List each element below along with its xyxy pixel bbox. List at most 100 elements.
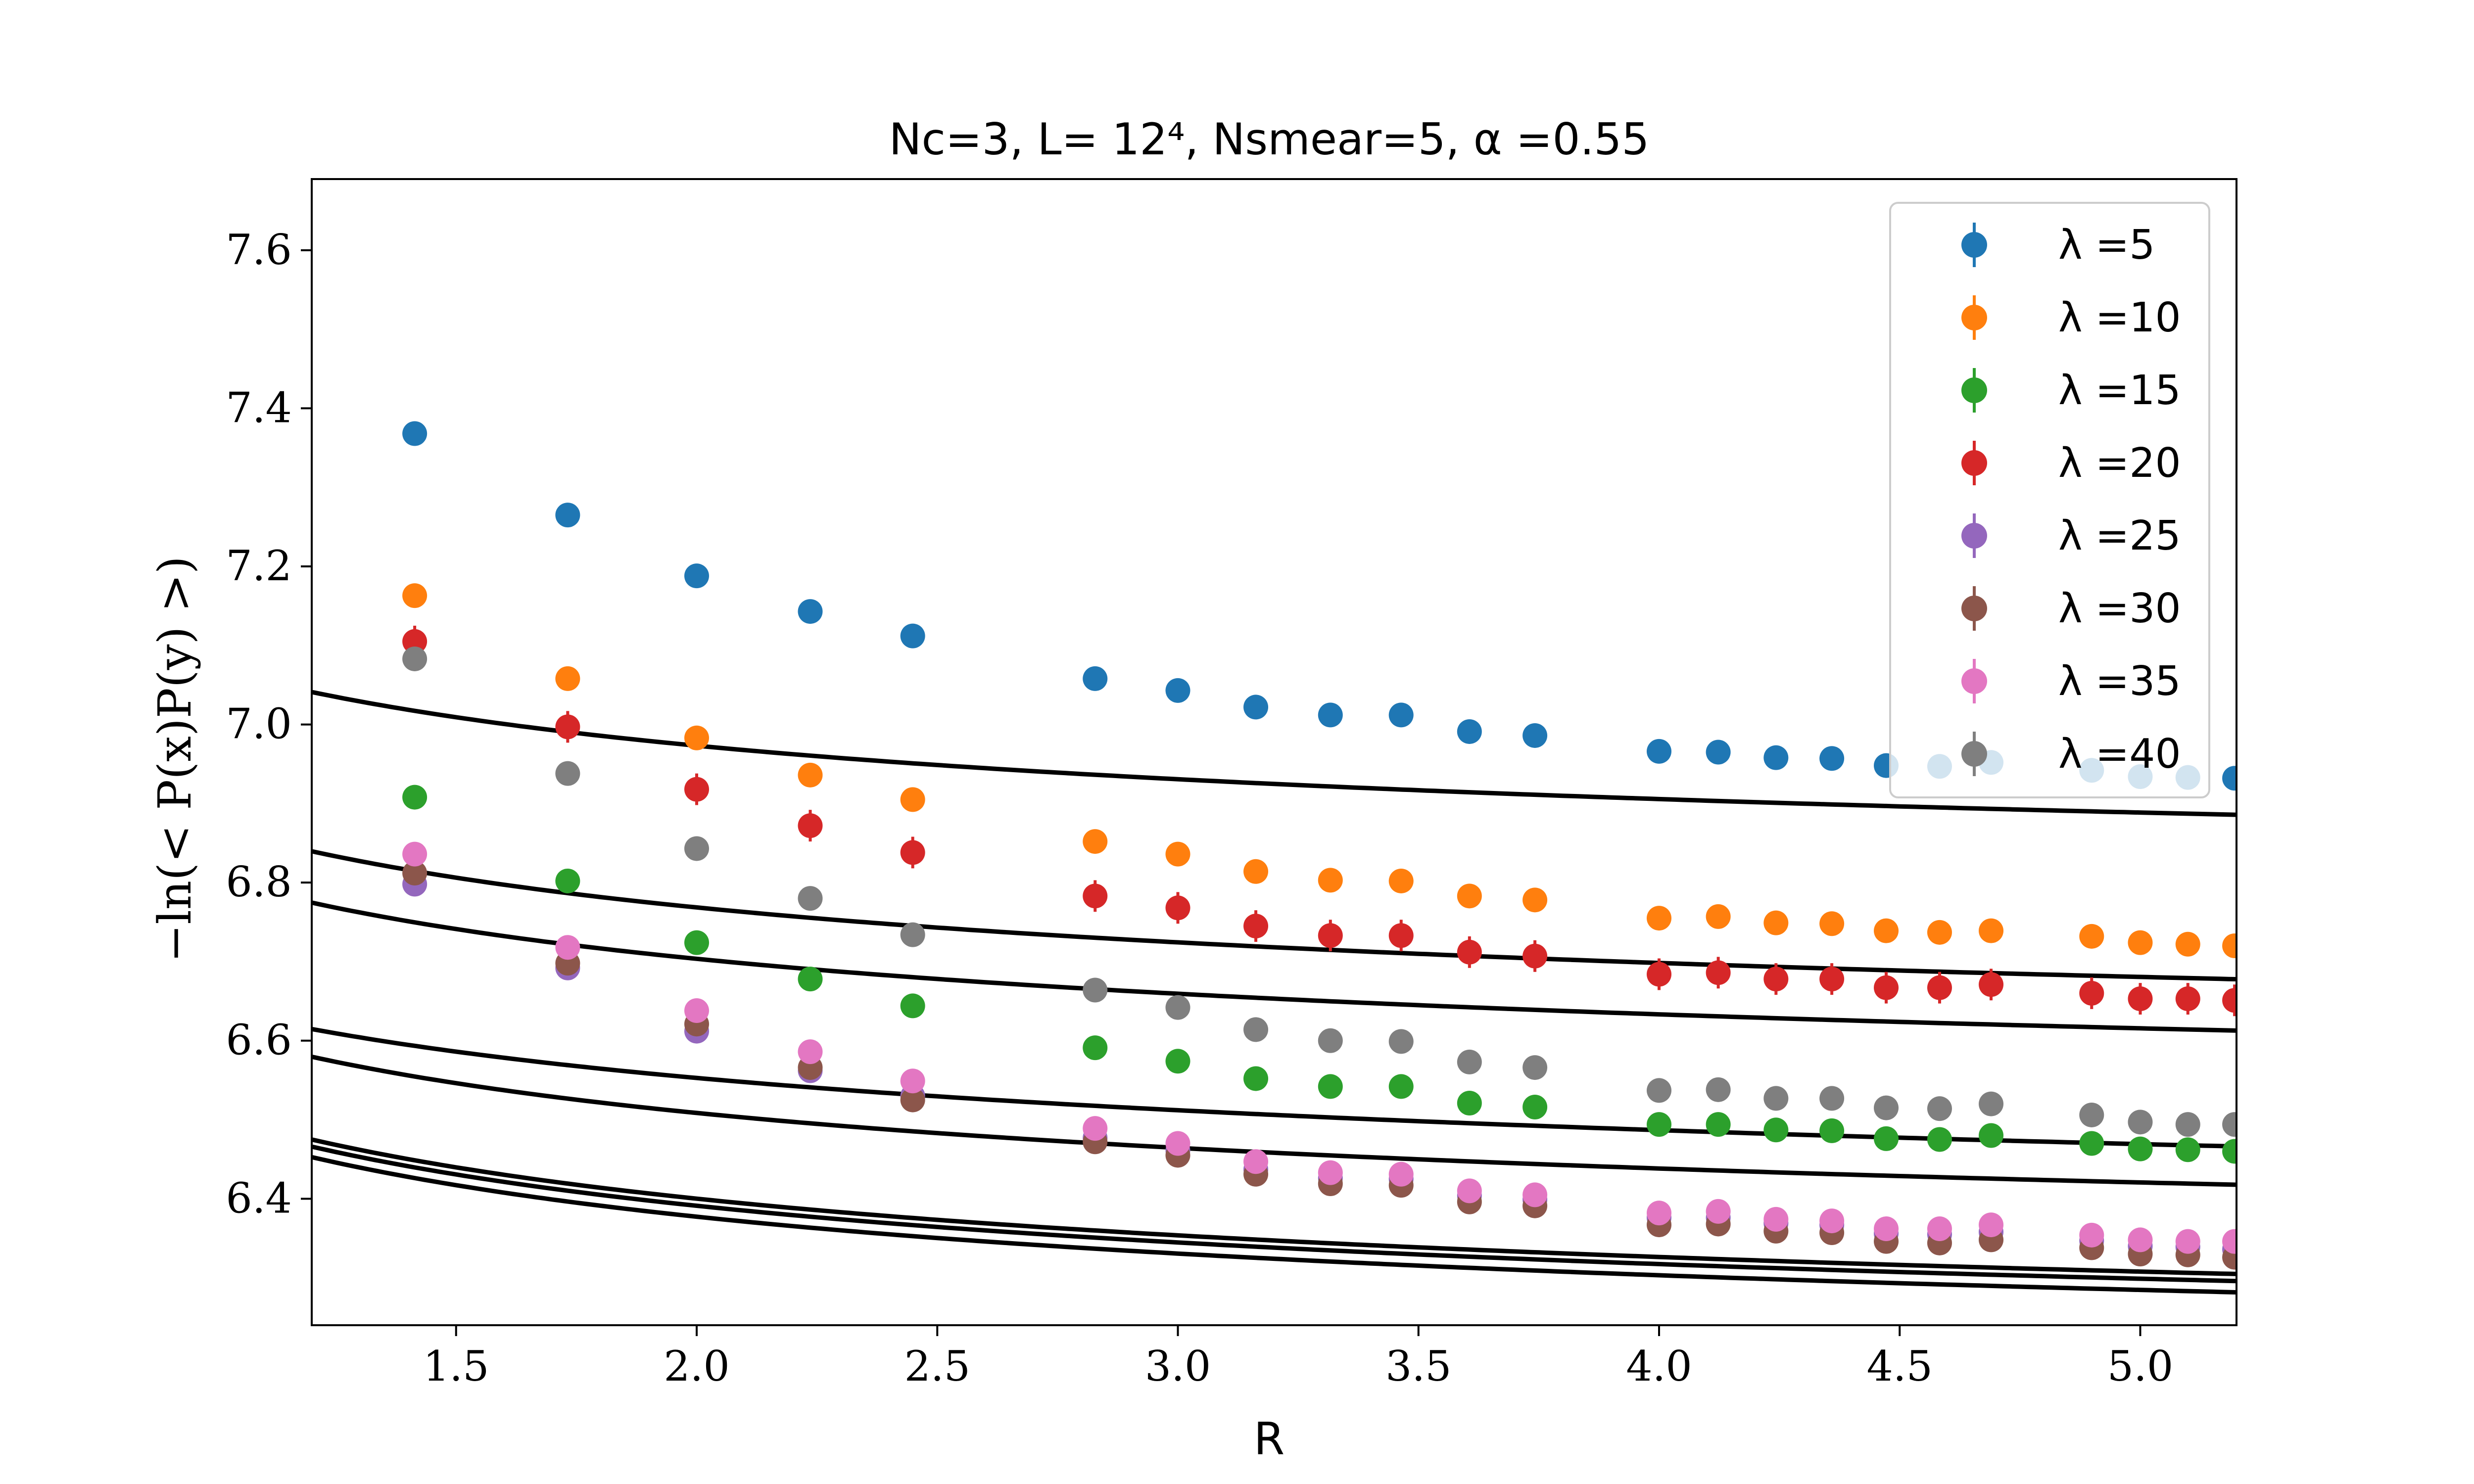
data-point [2079,924,2104,949]
data-point [1819,967,1845,992]
data-point [900,922,925,947]
legend-marker [1961,305,1987,330]
data-point [1522,723,1548,748]
data-point [1706,960,1731,985]
data-point [1874,1126,1899,1151]
x-tick-label: 2.5 [904,1342,970,1391]
data-point [1647,739,1671,764]
legend-label: λ =40 [2058,731,2181,778]
data-point [900,1068,925,1094]
data-point [1388,868,1414,893]
data-point [1819,1208,1845,1234]
x-axis-ticks: 1.5 2.0 2.5 3.0 3.5 4.0 4.5 5.0 [423,1325,2173,1391]
data-point [684,930,709,955]
y-axis-ticks: 6.4 6.6 6.8 7.0 7.2 7.4 7.6 [226,226,312,1222]
y-tick-label: 6.4 [226,1174,292,1222]
data-point [1819,746,1845,771]
data-point [2222,933,2236,958]
data-point [1706,1077,1731,1102]
data-point [1083,1035,1108,1061]
legend-label: λ =15 [2058,367,2181,414]
data-point [684,777,709,802]
data-point [402,646,428,671]
data-point [1083,1116,1108,1141]
data-point [1388,1074,1414,1099]
data-point [2079,1102,2104,1127]
data-point [1927,1216,1952,1242]
data-point [402,785,428,810]
data-point [1457,1090,1482,1115]
data-point [1318,1028,1343,1053]
data-point [1647,906,1671,931]
data-point [1706,1112,1731,1137]
data-point [2128,930,2153,955]
data-point [684,998,709,1023]
data-point [1927,975,1952,1000]
fit-curve [312,1026,2236,1149]
data-point [900,993,925,1019]
x-tick-label: 3.0 [1145,1342,1211,1391]
data-point [1165,841,1190,867]
legend-label: λ =20 [2058,440,2181,487]
data-point [2222,1139,2236,1164]
data-point [1243,695,1269,720]
data-point [1243,859,1269,884]
data-point [1874,1216,1899,1242]
data-point [2128,1110,2153,1135]
x-axis-label: R [1254,1413,1285,1465]
data-point [2175,1137,2200,1162]
data-point [555,935,580,960]
data-point [1979,918,2004,943]
data-point [1706,904,1731,929]
y-tick-label: 7.2 [226,542,292,590]
x-tick-label: 4.0 [1626,1342,1692,1391]
data-point [1763,910,1789,935]
legend-label: λ =5 [2058,222,2155,269]
data-point [555,666,580,691]
data-point [798,967,823,992]
data-point [1522,1094,1548,1119]
data-point [798,813,823,838]
y-tick-label: 7.4 [226,383,292,432]
data-point [1763,967,1789,992]
data-series [402,583,2236,958]
data-point [1647,1201,1671,1226]
data-point [1165,1131,1190,1156]
legend-marker [1961,523,1987,549]
data-point [1457,1049,1482,1074]
x-tick-label: 2.0 [664,1342,730,1391]
data-point [1318,923,1343,948]
y-tick-label: 6.8 [226,858,292,906]
data-point [2175,986,2200,1012]
data-point [900,1087,925,1113]
data-point [555,761,580,786]
data-point [1874,975,1899,1000]
data-point [1243,1017,1269,1042]
data-point [1388,1029,1414,1054]
data-point [1927,920,1952,945]
data-point [2175,931,2200,957]
data-point [1763,1086,1789,1111]
data-point [1165,1049,1190,1074]
fit-curves [312,690,2236,1295]
data-point [798,886,823,911]
data-point [1083,977,1108,1003]
data-point [900,623,925,649]
legend-marker [1961,232,1987,258]
data-point [1318,1074,1343,1099]
fit-curve [312,690,2236,817]
data-point [684,836,709,861]
data-series [402,646,2236,1137]
data-point [2175,1229,2200,1254]
legend-box [1889,202,2210,798]
y-tick-label: 7.0 [226,700,292,748]
data-point [1979,972,2004,997]
data-point [1874,918,1899,943]
legend: λ =5 λ =10 λ =15 λ =20 λ =25 λ =30 λ =35 λ =40 [1889,202,2210,798]
data-point [1457,719,1482,744]
data-point [2128,1227,2153,1252]
data-point [2079,980,2104,1006]
data-point [1647,962,1671,987]
data-point [1819,1118,1845,1143]
